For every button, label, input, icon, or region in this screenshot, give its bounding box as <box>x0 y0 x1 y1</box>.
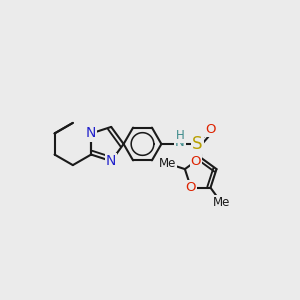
Text: N: N <box>86 126 96 140</box>
Text: N: N <box>106 154 116 168</box>
Text: O: O <box>186 181 196 194</box>
Text: S: S <box>192 135 202 153</box>
Text: O: O <box>205 123 216 136</box>
Text: Me: Me <box>159 157 176 170</box>
Text: H: H <box>176 129 184 142</box>
Text: N: N <box>175 136 185 149</box>
Text: Me: Me <box>213 196 230 209</box>
Text: O: O <box>190 155 201 168</box>
